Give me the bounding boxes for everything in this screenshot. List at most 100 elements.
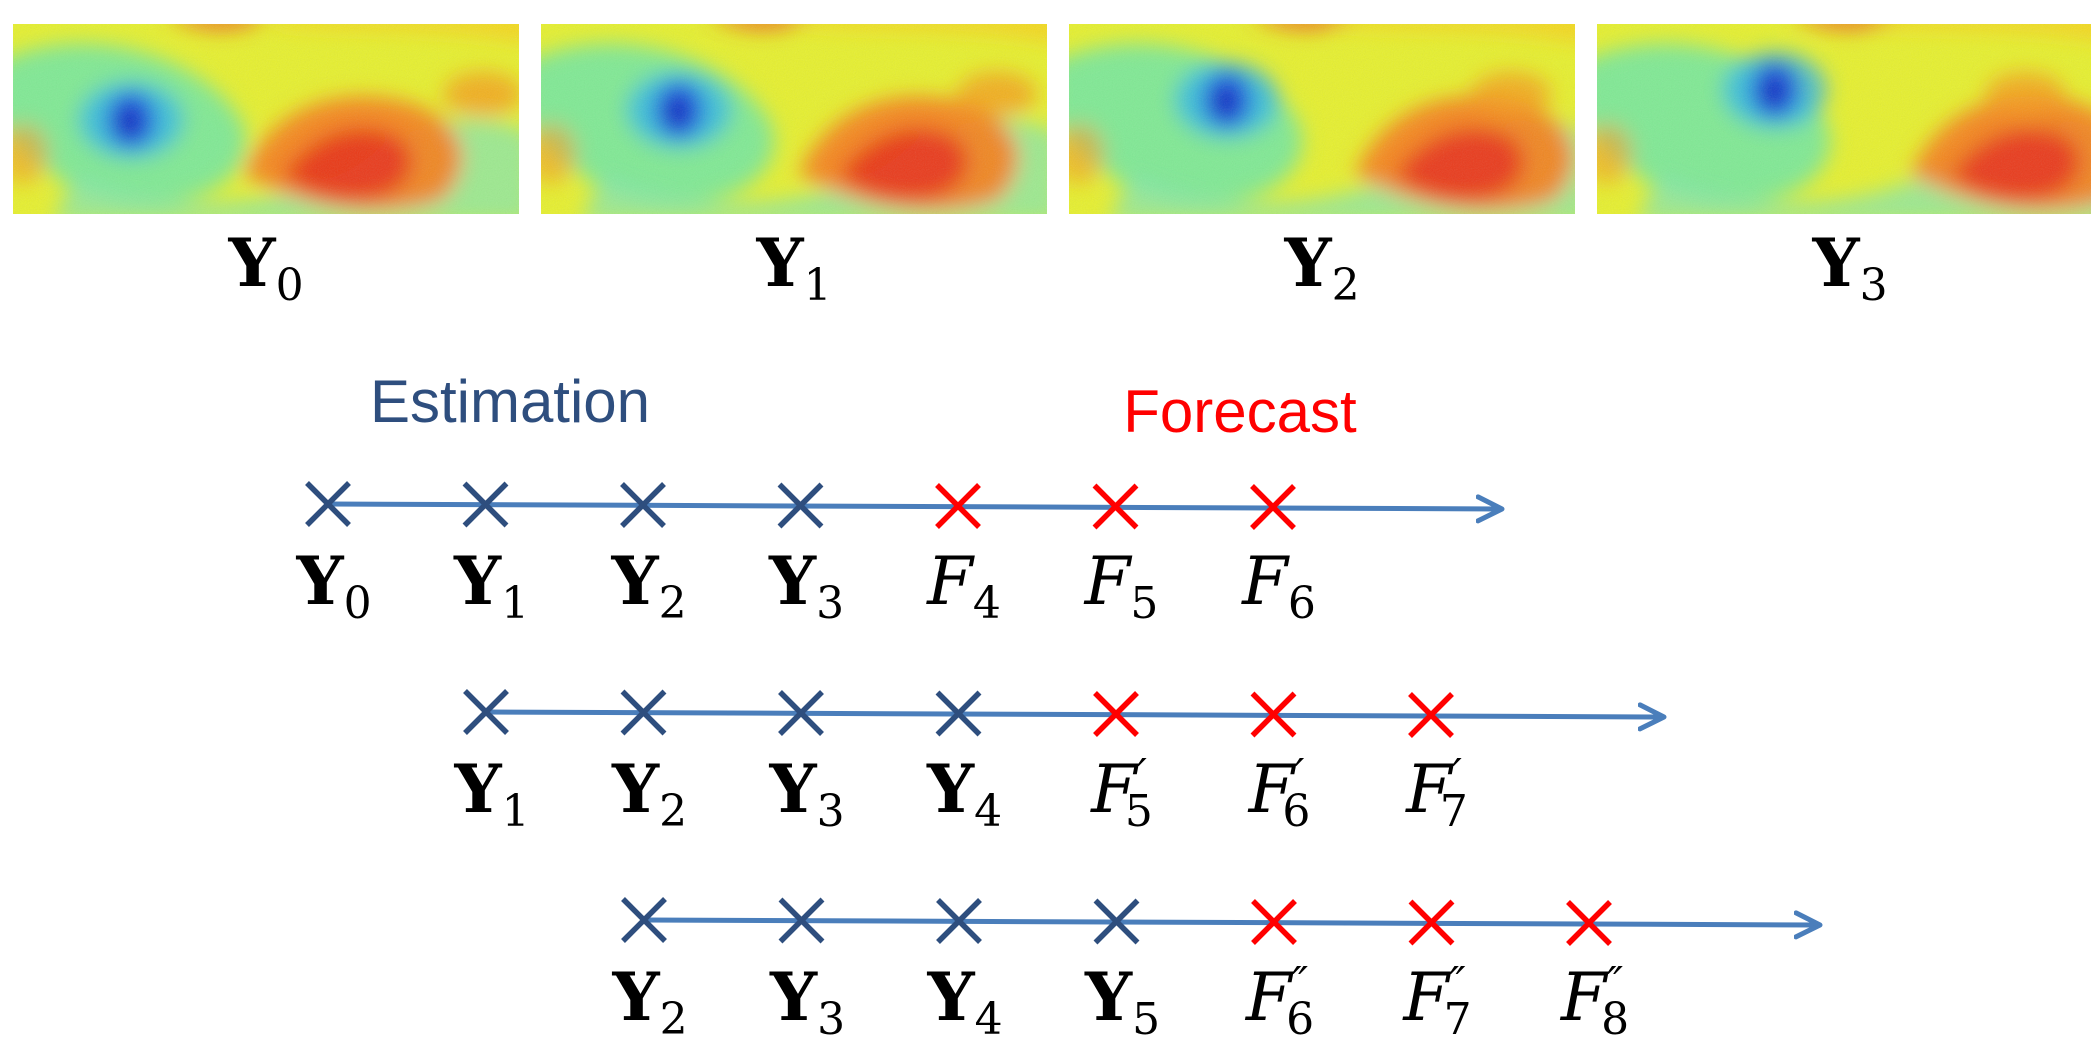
estimation-legend: Estimation — [370, 368, 650, 435]
timeline-2-label-2-subscript: 3 — [817, 786, 845, 837]
timeline-1-label-6-subscript: 6 — [1288, 578, 1316, 629]
timeline-2-label-2: Y3 — [768, 750, 844, 837]
snapshot-label-0-subscript: 0 — [276, 260, 304, 311]
estimation-marker-3-0 — [621, 897, 667, 943]
flow-snapshot-3: Y3 — [1597, 24, 2091, 311]
forecast-marker-1-4 — [935, 483, 981, 529]
timeline-2-label-6: F′ 7 — [1405, 750, 1468, 837]
snapshot-label-3-subscript: 3 — [1860, 260, 1888, 311]
timeline-1-label-3-subscript: 3 — [816, 578, 844, 629]
timeline-2-label-3-symbol: Y — [926, 750, 975, 828]
timeline-1-label-3: Y3 — [768, 542, 844, 629]
timeline-2-label-0-symbol: Y — [453, 750, 502, 828]
timeline-3-label-0: Y2 — [611, 958, 687, 1044]
timeline-2-label-1: Y2 — [611, 750, 687, 837]
estimation-marker-2-0 — [463, 689, 509, 735]
forecast-marker-2-5 — [1250, 691, 1297, 738]
timeline-3-label-6-prime: ″ — [1607, 958, 1624, 1009]
snapshot-label-3: Y3 — [1811, 224, 1887, 311]
forecast-marker-1-6 — [1250, 484, 1296, 530]
estimation-marker-2-1 — [620, 689, 667, 736]
timeline-2-label-6-subscript: 7 — [1440, 786, 1468, 837]
snapshot-label-2-symbol: Y — [1283, 224, 1332, 302]
timeline-1-label-1-subscript: 1 — [501, 578, 529, 629]
timeline-2-label-3-subscript: 4 — [974, 786, 1002, 837]
timeline-3-label-3: Y5 — [1084, 958, 1160, 1044]
timeline-1-label-2: Y2 — [610, 542, 686, 629]
forecast-marker-2-4 — [1093, 691, 1139, 737]
timeline-2-label-5: F′ 6 — [1248, 750, 1311, 837]
flow-snapshot-1: Y1 — [541, 24, 1047, 311]
timeline-2-label-0: Y1 — [453, 750, 529, 837]
timeline-3-label-4: F″ 6 — [1245, 958, 1314, 1044]
timeline-3-label-4-subscript: 6 — [1286, 994, 1314, 1044]
timeline-1-label-5: F5 — [1084, 543, 1159, 629]
timeline-2-label-3: Y4 — [926, 750, 1002, 837]
forecast-marker-3-6 — [1566, 900, 1612, 946]
timeline-1-label-6-symbol: F — [1241, 543, 1290, 620]
timeline-1-label-1: Y1 — [453, 542, 529, 629]
snapshot-label-1-subscript: 1 — [804, 260, 832, 311]
estimation-marker-3-2 — [936, 898, 982, 944]
timeline-3: Y2 Y3 Y4 Y5 F″ 6 F″ 7 F″ 8 — [611, 897, 1820, 1044]
snapshot-label-2: Y2 — [1283, 224, 1359, 311]
timeline-axis-2 — [485, 712, 1664, 717]
timeline-2: Y1 Y2 Y3 Y4 F′ 5 F′ 6 F′ 7 — [453, 689, 1664, 837]
snapshot-label-2-subscript: 2 — [1332, 260, 1360, 311]
timeline-2-label-1-symbol: Y — [611, 750, 660, 828]
timeline-2-label-4-subscript: 5 — [1125, 786, 1153, 837]
estimation-marker-3-1 — [778, 897, 825, 944]
timeline-3-label-6: F″ 8 — [1560, 958, 1629, 1044]
timeline-2-label-4-symbol: F — [1090, 751, 1139, 828]
timeline-2-label-4-prime: ′ — [1137, 750, 1147, 801]
timeline-1-label-3-symbol: Y — [768, 542, 817, 620]
timeline-3-label-5-prime: ″ — [1449, 958, 1466, 1009]
timeline-1-label-4-subscript: 4 — [973, 578, 1001, 629]
timeline-1-label-1-symbol: Y — [453, 542, 502, 620]
timeline-1-label-5-symbol: F — [1084, 543, 1133, 620]
timeline-3-label-3-symbol: Y — [1084, 958, 1133, 1036]
timeline-3-label-5-subscript: 7 — [1444, 994, 1472, 1044]
timeline-3-label-4-prime: ″ — [1292, 958, 1309, 1009]
timeline-2-label-5-prime: ′ — [1294, 750, 1304, 801]
snapshot-label-0: Y0 — [227, 224, 303, 311]
estimation-marker-1-0 — [305, 481, 351, 527]
timeline-3-label-0-subscript: 2 — [660, 994, 688, 1044]
timeline-1-label-4: F4 — [926, 543, 1001, 629]
timeline-1-label-0-symbol: Y — [295, 542, 344, 620]
flow-snapshots: Y0 Y1 Y2 Y3 — [13, 24, 2091, 311]
timeline-1-label-2-subscript: 2 — [659, 578, 687, 629]
timeline-2-label-1-subscript: 2 — [659, 786, 687, 837]
estimation-marker-2-2 — [778, 690, 824, 736]
forecast-marker-3-5 — [1408, 899, 1455, 946]
timeline-3-label-1-symbol: Y — [769, 958, 818, 1036]
forecast-legend: Forecast — [1123, 378, 1357, 445]
timeline-1-label-2-symbol: Y — [610, 542, 659, 620]
timeline-3-label-2-symbol: Y — [926, 958, 975, 1036]
timeline-3-label-6-symbol: F — [1560, 959, 1609, 1036]
timeline-1-label-0: Y0 — [295, 542, 371, 629]
timeline-1: Y0 Y1 Y2 Y3 F4 F5 F6 — [295, 481, 1502, 629]
timeline-3-label-2-subscript: 4 — [975, 994, 1003, 1044]
estimation-marker-1-1 — [462, 481, 509, 528]
forecast-marker-3-4 — [1251, 899, 1297, 945]
estimation-marker-1-2 — [620, 482, 666, 528]
flow-snapshot-0: Y0 — [13, 24, 519, 311]
timeline-1-label-5-subscript: 5 — [1130, 578, 1158, 629]
timeline-2-label-6-symbol: F — [1405, 751, 1454, 828]
snapshot-label-1-symbol: Y — [755, 224, 804, 302]
snapshot-label-0-symbol: Y — [227, 224, 276, 302]
timeline-2-label-5-subscript: 6 — [1282, 786, 1310, 837]
timeline-2-label-2-symbol: Y — [768, 750, 817, 828]
forecast-marker-2-6 — [1408, 692, 1454, 738]
snapshot-label-3-symbol: Y — [1811, 224, 1860, 302]
timeline-3-label-3-subscript: 5 — [1132, 994, 1160, 1044]
estimation-marker-1-3 — [777, 482, 824, 529]
timeline-axis-3 — [643, 920, 1820, 925]
timeline-3-label-5-symbol: F — [1402, 959, 1451, 1036]
timeline-axis-1 — [327, 504, 1502, 509]
timeline-3-label-6-subscript: 8 — [1601, 994, 1629, 1044]
timeline-3-label-5: F″ 7 — [1402, 958, 1471, 1044]
